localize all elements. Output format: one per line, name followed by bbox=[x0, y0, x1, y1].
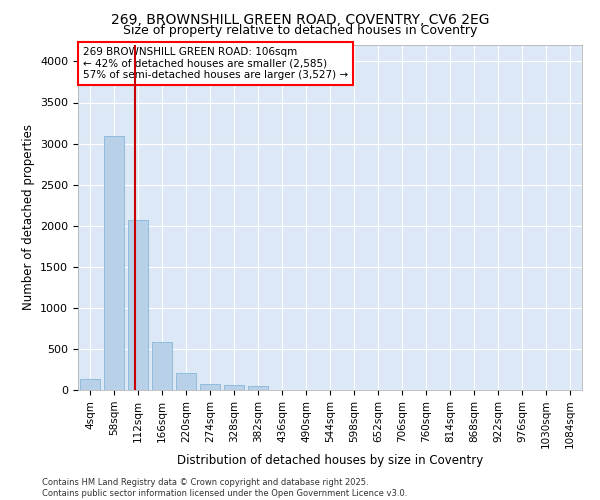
Bar bbox=[248, 386, 268, 390]
Bar bbox=[224, 386, 244, 390]
Bar bbox=[152, 342, 172, 390]
Text: 269, BROWNSHILL GREEN ROAD, COVENTRY, CV6 2EG: 269, BROWNSHILL GREEN ROAD, COVENTRY, CV… bbox=[111, 12, 489, 26]
X-axis label: Distribution of detached houses by size in Coventry: Distribution of detached houses by size … bbox=[177, 454, 483, 467]
Bar bbox=[104, 136, 124, 390]
Text: Size of property relative to detached houses in Coventry: Size of property relative to detached ho… bbox=[123, 24, 477, 37]
Text: Contains HM Land Registry data © Crown copyright and database right 2025.
Contai: Contains HM Land Registry data © Crown c… bbox=[42, 478, 407, 498]
Bar bbox=[128, 220, 148, 390]
Y-axis label: Number of detached properties: Number of detached properties bbox=[22, 124, 35, 310]
Bar bbox=[200, 384, 220, 390]
Bar bbox=[176, 373, 196, 390]
Text: 269 BROWNSHILL GREEN ROAD: 106sqm
← 42% of detached houses are smaller (2,585)
5: 269 BROWNSHILL GREEN ROAD: 106sqm ← 42% … bbox=[83, 46, 348, 80]
Bar bbox=[80, 378, 100, 390]
